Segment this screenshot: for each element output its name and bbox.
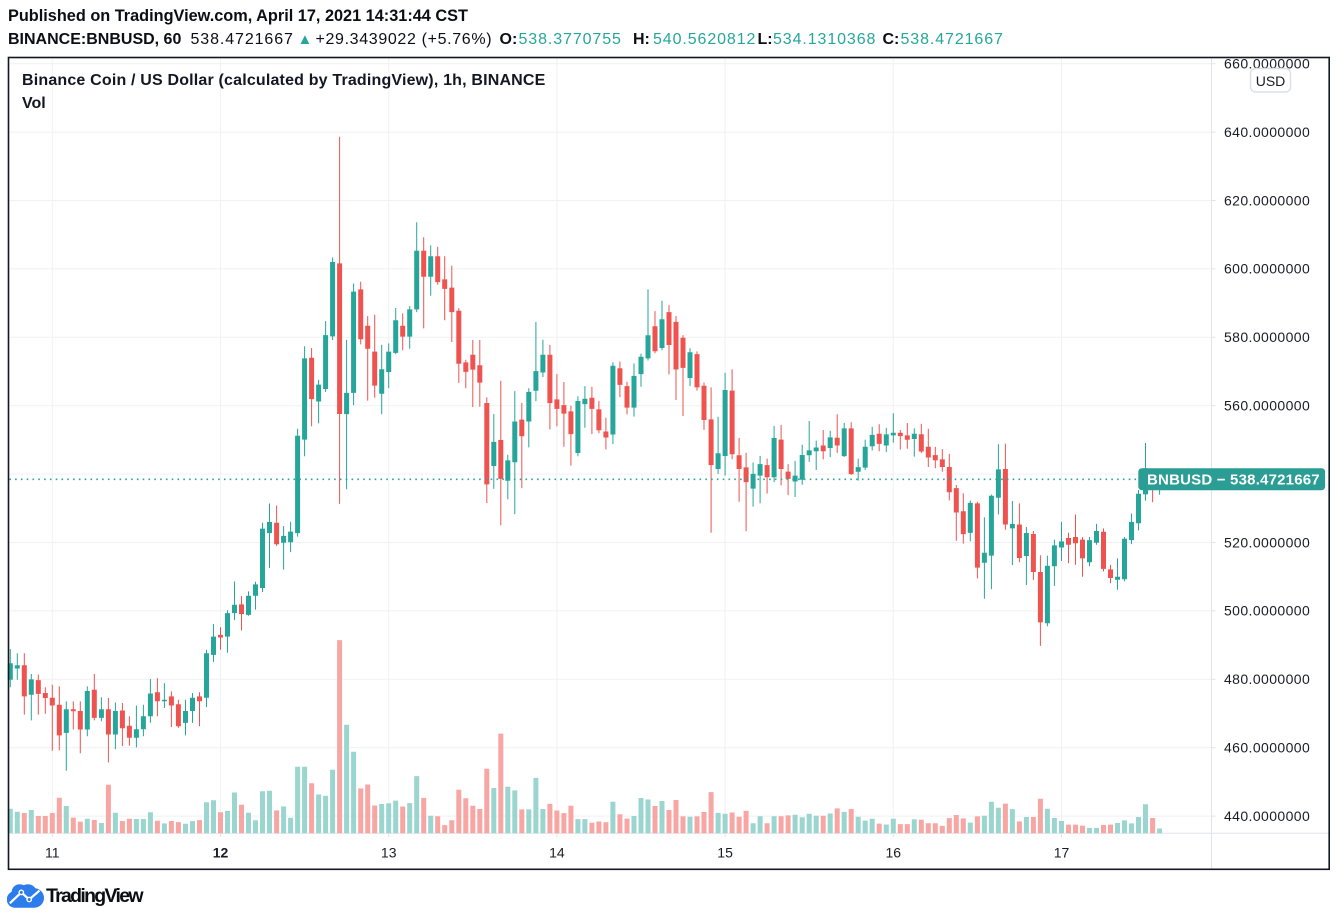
svg-text:13: 13 (381, 845, 397, 861)
svg-text:440.0000000: 440.0000000 (1224, 808, 1310, 824)
svg-text:11: 11 (45, 845, 60, 861)
svg-text:560.0000000: 560.0000000 (1224, 398, 1310, 414)
svg-text:BNBUSD − 538.4721667: BNBUSD − 538.4721667 (1147, 472, 1320, 489)
svg-text:620.0000000: 620.0000000 (1224, 192, 1310, 208)
svg-text:12: 12 (213, 845, 229, 861)
svg-text:580.0000000: 580.0000000 (1224, 329, 1310, 345)
svg-text:16: 16 (886, 845, 902, 861)
svg-text:14: 14 (549, 845, 565, 861)
svg-text:480.0000000: 480.0000000 (1224, 671, 1310, 687)
svg-text:660.0000000: 660.0000000 (1224, 56, 1310, 72)
svg-text:600.0000000: 600.0000000 (1224, 261, 1310, 277)
svg-text:USD: USD (1256, 73, 1286, 89)
svg-text:17: 17 (1054, 845, 1070, 861)
svg-text:460.0000000: 460.0000000 (1224, 740, 1310, 756)
svg-text:640.0000000: 640.0000000 (1224, 124, 1310, 140)
svg-text:520.0000000: 520.0000000 (1224, 534, 1310, 550)
svg-text:15: 15 (717, 845, 733, 861)
svg-text:500.0000000: 500.0000000 (1224, 603, 1310, 619)
